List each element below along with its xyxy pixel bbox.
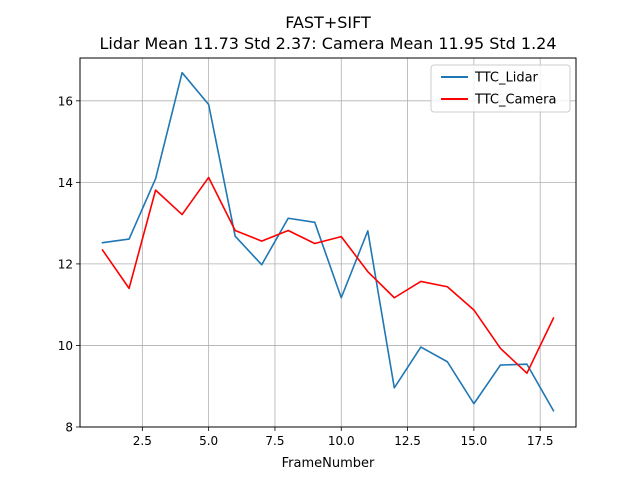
x-tick-label: 10.0 [328, 434, 355, 448]
x-tick-label: 15.0 [461, 434, 488, 448]
x-tick-label: 5.0 [199, 434, 218, 448]
grid-lines [80, 58, 576, 428]
plot-area-frame [79, 57, 577, 428]
legend-label-ttc-lidar: TTC_Lidar [474, 71, 539, 86]
x-tick-label: 7.5 [265, 434, 284, 448]
y-tick-label: 12 [58, 257, 73, 271]
y-tick-label: 10 [58, 339, 73, 353]
x-tick-label: 2.5 [133, 434, 152, 448]
series-line-ttc-lidar [101, 71, 555, 412]
legend-label-ttc-camera: TTC_Camera [474, 93, 557, 108]
chart-subtitle: Lidar Mean 11.73 Std 2.37: Camera Mean 1… [99, 34, 556, 53]
y-tick-label: 8 [65, 421, 73, 435]
y-tick-label: 14 [58, 176, 73, 190]
y-axis-ticks: 8 10 12 14 16 [58, 94, 80, 435]
x-axis-label: FrameNumber [282, 456, 375, 471]
chart-title: FAST+SIFT [285, 13, 371, 32]
series-lines [101, 71, 555, 412]
series-line-ttc-camera [101, 176, 555, 374]
x-axis-ticks: 2.5 5.0 7.5 10.0 12.5 15.0 17.5 [133, 427, 554, 448]
y-tick-label: 16 [58, 94, 73, 108]
legend: TTC_Lidar TTC_Camera [430, 64, 571, 113]
x-tick-label: 17.5 [527, 434, 554, 448]
x-tick-label: 12.5 [394, 434, 421, 448]
